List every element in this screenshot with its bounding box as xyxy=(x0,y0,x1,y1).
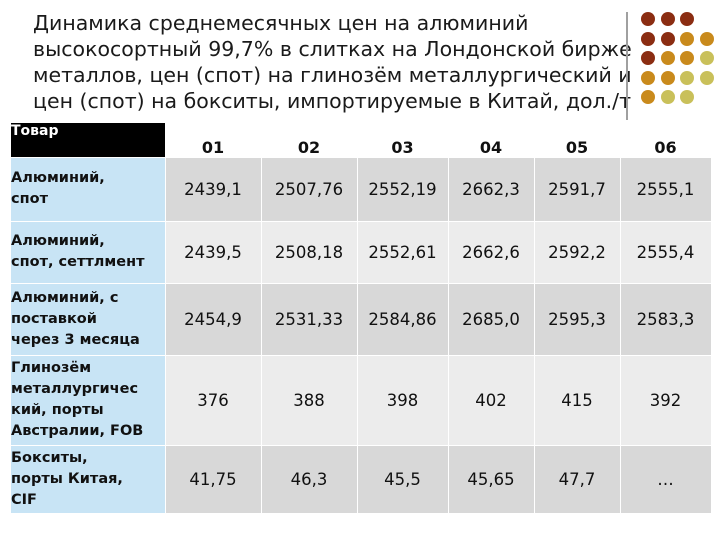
table-cell: 402 xyxy=(448,355,535,446)
decorative-dot xyxy=(641,51,655,65)
table-row: Глинозём металлургичес кий, порты Австра… xyxy=(11,355,712,446)
decorative-dot xyxy=(699,51,714,65)
row-label-line: спот xyxy=(11,191,48,207)
table-row: Алюминий, спот, сеттлмент 2439,5 2508,18… xyxy=(11,221,712,284)
slide-title: Динамика среднемесячных цен на алюминий … xyxy=(33,10,632,114)
table-cell: 2555,4 xyxy=(620,221,712,284)
column-header-month: 04 xyxy=(448,123,535,158)
table-row: Бокситы, порты Китая, CIF 41,75 46,3 45,… xyxy=(11,445,712,514)
row-label-line: металлургичес xyxy=(11,381,139,397)
row-label-line: Алюминий, xyxy=(11,170,105,186)
decorative-dot xyxy=(641,90,655,104)
table-cell: 45,5 xyxy=(357,445,449,514)
table-cell: 2552,19 xyxy=(357,157,449,222)
row-label: Бокситы, порты Китая, CIF xyxy=(11,445,166,514)
title-line: цен (спот) на бокситы, импортируемые в К… xyxy=(33,89,632,113)
column-header-month: 06 xyxy=(620,123,712,158)
table-cell: 388 xyxy=(261,355,358,446)
table-cell: 2439,1 xyxy=(165,157,262,222)
table-cell: 2531,33 xyxy=(261,283,358,356)
table-cell: 398 xyxy=(357,355,449,446)
table-row: Алюминий, с поставкой через 3 месяца 245… xyxy=(11,283,712,356)
column-header-product: Товар xyxy=(11,123,166,158)
table-cell: 2592,2 xyxy=(534,221,621,284)
decorative-dot xyxy=(699,70,714,85)
table-cell: 46,3 xyxy=(261,445,358,514)
decorative-dot xyxy=(660,12,675,26)
table-cell: 2583,3 xyxy=(620,283,712,356)
decorative-dot xyxy=(660,90,675,104)
row-label-line: Алюминий, xyxy=(11,233,105,249)
table-row: Алюминий, спот 2439,1 2507,76 2552,19 26… xyxy=(11,157,712,222)
decorative-dot xyxy=(660,31,675,46)
decorative-dot xyxy=(680,31,694,46)
table-cell: 2662,6 xyxy=(448,221,535,284)
table-cell: 45,65 xyxy=(448,445,535,514)
row-label-line: Глинозём xyxy=(11,360,92,376)
table-cell: 2454,9 xyxy=(165,283,262,356)
row-label-line: Алюминий, с xyxy=(11,289,119,306)
row-label: Алюминий, с поставкой через 3 месяца xyxy=(11,283,166,356)
column-header-month: 05 xyxy=(534,123,621,158)
table-cell: … xyxy=(620,445,712,514)
decorative-dot xyxy=(641,12,655,26)
table-cell: 415 xyxy=(534,355,621,446)
decorative-dot xyxy=(660,70,675,85)
column-header-month: 02 xyxy=(261,123,358,158)
row-label-line: порты Китая, xyxy=(11,470,123,487)
column-header-month: 01 xyxy=(165,123,262,158)
table-cell: 2552,61 xyxy=(357,221,449,284)
row-label-line: Австралии, FOB xyxy=(11,423,144,439)
table-cell: 2591,7 xyxy=(534,157,621,222)
row-label: Алюминий, спот, сеттлмент xyxy=(11,221,166,284)
decorative-dot xyxy=(660,51,675,65)
table-cell: 2662,3 xyxy=(448,157,535,222)
column-header-month: 03 xyxy=(357,123,449,158)
table-cell: 2507,76 xyxy=(261,157,358,222)
table-cell: 2685,0 xyxy=(448,283,535,356)
table-header-row: Товар 01 02 03 04 05 06 xyxy=(11,123,712,158)
decorative-dot xyxy=(680,51,694,65)
table-cell: 2555,1 xyxy=(620,157,712,222)
title-divider-line xyxy=(626,12,628,120)
row-label-line: кий, порты xyxy=(11,402,104,418)
table-cell: 47,7 xyxy=(534,445,621,514)
row-label-line: Бокситы, xyxy=(11,449,88,466)
row-label-line: спот, сеттлмент xyxy=(11,254,145,270)
table-cell: 41,75 xyxy=(165,445,262,514)
table-cell: 2584,86 xyxy=(357,283,449,356)
decorative-dot xyxy=(680,12,694,26)
decorative-dot xyxy=(641,70,655,85)
row-label: Глинозём металлургичес кий, порты Австра… xyxy=(11,355,166,446)
price-table: Товар 01 02 03 04 05 06 Алюминий, спот 2… xyxy=(11,123,712,514)
row-label: Алюминий, спот xyxy=(11,157,166,222)
row-label-line: поставкой xyxy=(11,310,97,327)
table-cell: 2508,18 xyxy=(261,221,358,284)
table-cell: 376 xyxy=(165,355,262,446)
title-line: Динамика среднемесячных цен на алюминий xyxy=(33,11,529,35)
decorative-dot xyxy=(680,90,694,104)
table-cell: 392 xyxy=(620,355,712,446)
table-cell: 2439,5 xyxy=(165,221,262,284)
decorative-dot-grid xyxy=(641,12,720,122)
row-label-line: CIF xyxy=(11,491,37,508)
decorative-dot xyxy=(699,31,714,46)
title-line: металлов, цен (спот) на глинозём металлу… xyxy=(33,63,632,87)
decorative-dot xyxy=(680,70,694,85)
row-label-line: через 3 месяца xyxy=(11,331,140,348)
title-line: высокосортный 99,7% в слитках на Лондонс… xyxy=(33,37,632,61)
table-cell: 2595,3 xyxy=(534,283,621,356)
decorative-dot xyxy=(641,31,655,46)
